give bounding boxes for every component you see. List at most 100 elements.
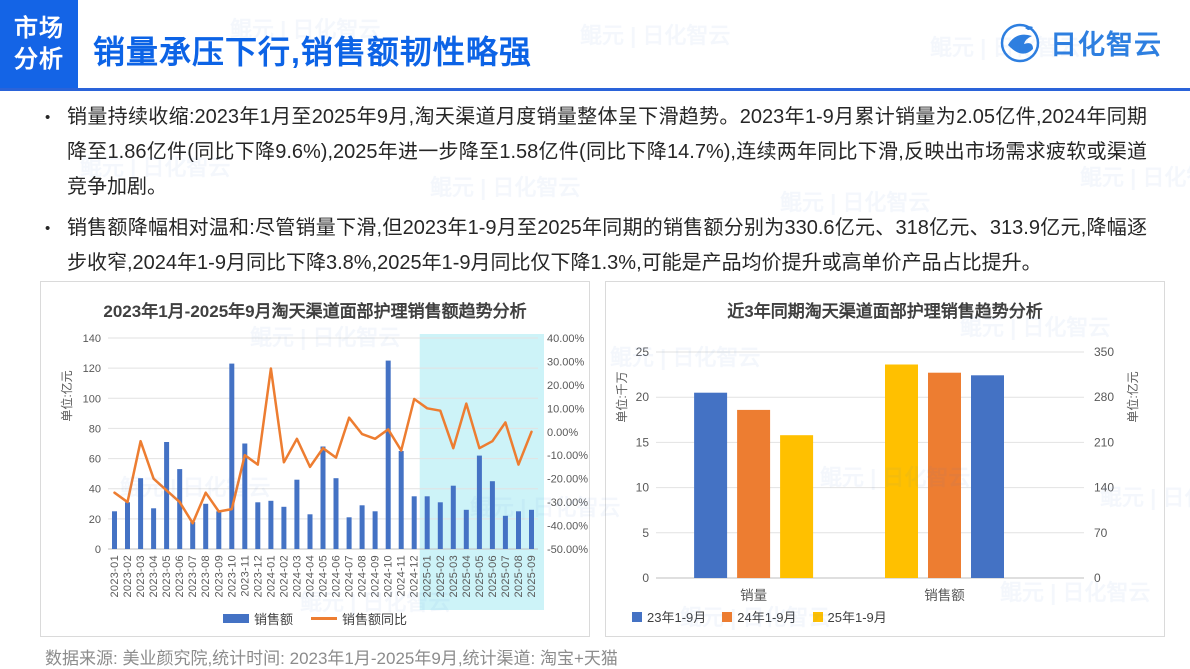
svg-text:2024-06: 2024-06 — [331, 555, 343, 597]
svg-text:2025-04: 2025-04 — [461, 555, 473, 597]
legend-label: 24年1-9月 — [737, 610, 797, 625]
bullet-text-2: 销售额降幅相对温和:尽管销量下滑,但2023年1-9月至2025年同期的销售额分… — [67, 217, 1147, 274]
svg-text:2024-11: 2024-11 — [396, 555, 408, 597]
chart-legend-right: 23年1-9月 24年1-9月 25年1-9月 — [632, 607, 887, 626]
svg-text:-20.00%: -20.00% — [547, 474, 588, 486]
svg-text:2023-04: 2023-04 — [148, 555, 160, 597]
svg-text:2024-07: 2024-07 — [344, 555, 356, 597]
legend-item-25年1-9月: 25年1-9月 — [812, 607, 887, 626]
svg-text:2024-02: 2024-02 — [278, 555, 290, 597]
svg-text:2025-09: 2025-09 — [526, 555, 538, 597]
svg-text:单位:亿元: 单位:亿元 — [59, 370, 74, 421]
data-source-note: 数据来源: 美业颜究院,统计时间: 2023年1月-2025年9月,统计渠道: … — [45, 649, 618, 668]
section-badge: 市场 分析 — [0, 0, 78, 88]
chart-title-left: 2023年1月-2025年9月淘天渠道面部护理销售额趋势分析 — [103, 302, 527, 321]
legend-label: 25年1-9月 — [827, 610, 887, 625]
svg-text:销售额: 销售额 — [924, 588, 965, 603]
legend-swatch-square — [812, 611, 823, 622]
svg-text:100: 100 — [83, 393, 101, 405]
svg-text:2024-04: 2024-04 — [305, 555, 317, 597]
svg-text:80: 80 — [89, 423, 101, 435]
y-axis-right-ticks: 0 70 140 210 280 350 — [1094, 345, 1114, 585]
svg-text:2024-10: 2024-10 — [383, 555, 395, 597]
combo-chart-svg: 140 120 100 80 60 40 20 0 40.00% 30.00% 20.00% 10.0… — [59, 333, 588, 610]
svg-text:2024-03: 2024-03 — [291, 555, 303, 597]
svg-text:2023-03: 2023-03 — [135, 555, 147, 597]
svg-text:2023-08: 2023-08 — [200, 555, 212, 597]
legend-swatch-square — [632, 611, 642, 622]
bullet-marker: • — [45, 109, 51, 126]
svg-text:2025-06: 2025-06 — [487, 555, 499, 597]
legend-label: 销售额 — [253, 612, 293, 627]
badge-line-1: 市场 — [14, 15, 64, 42]
svg-text:210: 210 — [1094, 435, 1114, 449]
svg-text:140: 140 — [1094, 481, 1114, 495]
legend-swatch-square — [722, 611, 733, 622]
svg-text:10.00%: 10.00% — [547, 403, 585, 415]
legend-item-line: 销售额同比 — [311, 609, 407, 628]
svg-text:2025-08: 2025-08 — [513, 555, 525, 597]
svg-text:10: 10 — [636, 481, 650, 495]
svg-text:20: 20 — [636, 390, 650, 404]
legend-label: 销售额同比 — [342, 612, 408, 627]
brand-logo-icon — [1000, 23, 1040, 63]
bullet-marker: • — [45, 220, 51, 237]
yoy-line — [113, 367, 533, 525]
y-axis-unit-label: 单位:亿元 — [59, 370, 74, 421]
chart-title-right: 近3年同期淘天渠道面部护理销售趋势分析 — [727, 302, 1043, 321]
svg-text:2023-11: 2023-11 — [239, 555, 251, 597]
svg-text:2025-01: 2025-01 — [422, 555, 434, 597]
brand-logo-text: 日化智云 — [1050, 29, 1162, 60]
bar-group-销量 — [694, 392, 814, 578]
svg-text:2023-12: 2023-12 — [252, 555, 264, 597]
svg-text:25: 25 — [636, 345, 650, 359]
svg-text:140: 140 — [83, 333, 101, 345]
svg-text:0.00%: 0.00% — [547, 427, 578, 439]
brand-logo: 日化智云 — [998, 20, 1162, 64]
svg-text:40.00%: 40.00% — [547, 333, 585, 345]
badge-line-2: 分析 — [14, 46, 64, 73]
svg-text:5: 5 — [642, 526, 649, 540]
svg-text:0: 0 — [642, 571, 649, 585]
svg-text:2024-12: 2024-12 — [409, 555, 421, 597]
svg-text:2024-08: 2024-08 — [357, 555, 369, 597]
svg-text:-50.00%: -50.00% — [547, 544, 588, 556]
svg-text:2023-01: 2023-01 — [109, 555, 121, 597]
sales-bars — [112, 360, 534, 550]
svg-text:2024-05: 2024-05 — [318, 555, 330, 597]
chart-panel-monthly-sales-trend: 2023年1月-2025年9月淘天渠道面部护理销售额趋势分析 140 120 100… — [40, 281, 590, 637]
svg-text:350: 350 — [1094, 345, 1114, 359]
svg-text:-40.00%: -40.00% — [547, 521, 588, 533]
svg-text:120: 120 — [83, 363, 101, 375]
svg-text:2024-09: 2024-09 — [370, 555, 382, 597]
svg-text:2023-06: 2023-06 — [174, 555, 186, 597]
legend-label: 23年1-9月 — [647, 610, 707, 625]
chart-panel-yoy-comparison: 近3年同期淘天渠道面部护理销售趋势分析 0 5 10 15 20 25 0 70 140 210 2… — [605, 281, 1165, 637]
y-axis-left-ticks: 140 120 100 80 60 40 20 0 — [83, 333, 101, 556]
grouped-chart-canvas: 0 5 10 15 20 25 0 70 140 210 280 350 单位:千万 单位:亿元销量 销售额 — [606, 282, 1164, 636]
svg-text:销量: 销量 — [740, 588, 767, 603]
svg-text:15: 15 — [636, 435, 650, 449]
gridlines — [656, 351, 1084, 579]
svg-text:2025-07: 2025-07 — [500, 555, 512, 597]
svg-text:2025-02: 2025-02 — [435, 555, 447, 597]
x-category-label: 销量 — [740, 588, 767, 603]
svg-text:2024-01: 2024-01 — [265, 555, 277, 597]
svg-text:30.00%: 30.00% — [547, 356, 585, 368]
y-axis-unit-label-right: 单位:亿元 — [1125, 371, 1140, 422]
combo-chart-canvas: 140 120 100 80 60 40 20 0 40.00% 30.00% 20.00% 10.0… — [41, 282, 589, 636]
legend-swatch-bar — [222, 614, 249, 623]
legend-swatch-line — [311, 617, 337, 620]
svg-text:70: 70 — [1094, 526, 1108, 540]
svg-text:280: 280 — [1094, 390, 1114, 404]
svg-text:单位:千万: 单位:千万 — [614, 371, 629, 422]
analysis-bullets: • 销量持续收缩:2023年1月至2025年9月,淘天渠道月度销量整体呈下滑趋势… — [45, 100, 1147, 287]
svg-text:60: 60 — [89, 454, 101, 466]
header-divider — [0, 88, 1190, 91]
chart-legend-left: 销售额 销售额同比 — [41, 609, 589, 628]
bullet-item-1: • 销量持续收缩:2023年1月至2025年9月,淘天渠道月度销量整体呈下滑趋势… — [45, 100, 1147, 205]
legend-item-bar: 销售额 — [222, 609, 293, 628]
svg-text:0: 0 — [1094, 571, 1101, 585]
bar-group-销售额 — [885, 364, 1004, 578]
